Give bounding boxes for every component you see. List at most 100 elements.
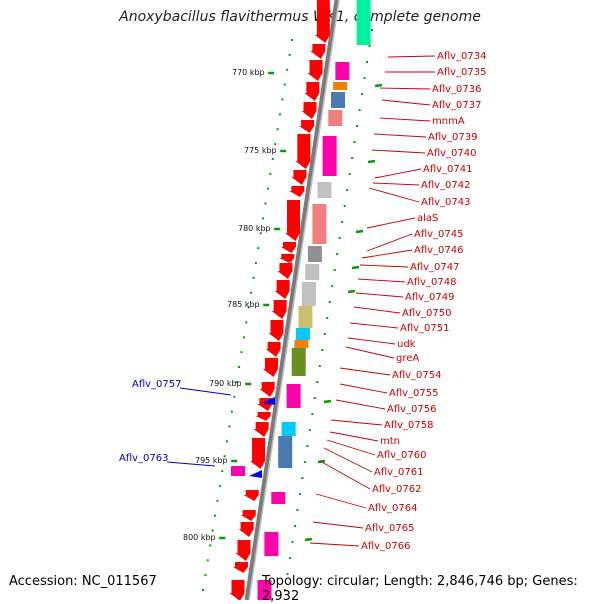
label-connector xyxy=(374,168,422,179)
gc-tick xyxy=(347,289,356,294)
gene-label-right: Aflv_0746 xyxy=(414,245,464,256)
cog-bar xyxy=(335,62,350,80)
ruler-label: 785 kbp xyxy=(227,300,260,309)
label-connector xyxy=(309,542,360,547)
gene-arrows-layer xyxy=(229,0,330,600)
gene-label-right: alaS xyxy=(417,213,438,224)
forward-gene-arrow xyxy=(229,580,245,600)
gene-label-right: Aflv_0764 xyxy=(368,503,418,514)
ruler-label: 795 kbp xyxy=(195,456,228,465)
cog-bar xyxy=(333,82,348,90)
forward-gene-arrow xyxy=(280,242,296,253)
cog-bar xyxy=(286,384,301,408)
gene-labels-layer: Aflv_0734 Aflv_0735 Aflv_0736 Aflv_0737 mnmA… xyxy=(119,51,487,552)
ruler-label: 790 kbp xyxy=(209,379,242,388)
ruler-dot xyxy=(247,306,250,309)
forward-gene-arrow xyxy=(268,320,284,341)
gc-dot xyxy=(291,541,294,543)
gc-dot xyxy=(301,477,304,479)
label-connector xyxy=(345,346,395,359)
gene-label-right: Aflv_0736 xyxy=(432,84,482,95)
backbone-highlight xyxy=(248,0,340,600)
cog-bar xyxy=(271,492,286,504)
forward-gene-arrow xyxy=(274,280,290,299)
label-connector xyxy=(349,322,399,329)
forward-gene-arrow xyxy=(240,510,256,521)
gc-dot xyxy=(333,269,336,271)
gc-dot xyxy=(368,45,371,47)
label-connector xyxy=(312,521,364,529)
label-connector xyxy=(323,447,373,473)
gc-dot xyxy=(318,365,321,367)
label-connector xyxy=(166,461,216,467)
forward-gene-arrow xyxy=(277,263,293,279)
gc-ticks-layer xyxy=(304,83,383,542)
backbone-line xyxy=(244,0,340,600)
ruler-label: 800 kbp xyxy=(183,533,216,542)
gc-dot xyxy=(286,573,289,575)
gene-label-right: Aflv_0758 xyxy=(384,420,434,431)
ruler-dot xyxy=(259,232,262,235)
gene-label-right: Aflv_0747 xyxy=(410,262,460,273)
cog-bar xyxy=(322,136,337,176)
ruler-dot xyxy=(214,514,217,517)
label-connector xyxy=(339,367,391,376)
label-connector xyxy=(319,460,371,490)
gc-dot xyxy=(348,173,351,175)
gc-dot xyxy=(284,589,286,591)
ruler-label: 780 kbp xyxy=(238,224,271,233)
ruler-dot xyxy=(221,470,224,473)
label-connector xyxy=(326,439,376,456)
ruler-dot xyxy=(233,395,236,398)
gc-dot xyxy=(341,221,344,223)
forward-gene-arrow xyxy=(265,342,281,357)
forward-gene-arrow xyxy=(259,382,275,397)
gc-dot xyxy=(298,493,301,495)
label-connector xyxy=(373,133,427,138)
gene-label-right: Aflv_0735 xyxy=(437,67,487,78)
ruler-dot xyxy=(291,39,293,41)
gene-label-right: Aflv_0766 xyxy=(361,541,411,552)
ruler-dot xyxy=(276,128,279,131)
cog-bar xyxy=(328,110,343,126)
forward-gene-arrow xyxy=(310,44,326,59)
cog-bar xyxy=(294,340,309,348)
ruler-dot xyxy=(226,440,229,443)
gc-tick xyxy=(367,159,376,164)
gc-dot xyxy=(363,77,366,79)
forward-gene-arrow xyxy=(285,200,300,241)
ruler-dot xyxy=(264,202,267,205)
label-connector xyxy=(179,387,232,396)
cog-bar xyxy=(231,466,245,476)
gene-label-right: Aflv_0749 xyxy=(405,292,455,303)
cog-bar xyxy=(291,348,306,376)
gc-dot xyxy=(288,557,291,559)
gene-label-right: Aflv_0756 xyxy=(387,404,437,415)
gc-dot xyxy=(306,445,309,447)
ruler-dot xyxy=(262,217,265,220)
gc-dot xyxy=(358,109,361,111)
forward-gene-arrow xyxy=(243,490,259,501)
gc-tick xyxy=(304,537,313,542)
label-connector xyxy=(335,399,386,410)
ruler-dot xyxy=(206,559,209,562)
reverse-gene-arrow xyxy=(249,470,262,478)
cog-bar xyxy=(317,182,332,198)
label-connector xyxy=(371,149,426,154)
gc-dot xyxy=(343,205,346,207)
forward-gene-arrow xyxy=(314,0,330,43)
cog-bar xyxy=(257,580,272,600)
gc-dot xyxy=(351,157,354,159)
label-connector xyxy=(366,233,413,252)
label-connector xyxy=(368,187,420,203)
gene-label-right: Aflv_0743 xyxy=(421,197,471,208)
cog-bar xyxy=(307,246,322,262)
gc-tick xyxy=(323,399,332,404)
ruler-dot xyxy=(281,98,284,101)
map-title: Anoxybacillus flavithermus WK1, complete… xyxy=(119,9,481,25)
gc-dot xyxy=(316,381,319,383)
gc-dot xyxy=(313,397,316,399)
gene-label-right: Aflv_0742 xyxy=(421,180,471,191)
tick-dots-layer xyxy=(202,29,373,591)
